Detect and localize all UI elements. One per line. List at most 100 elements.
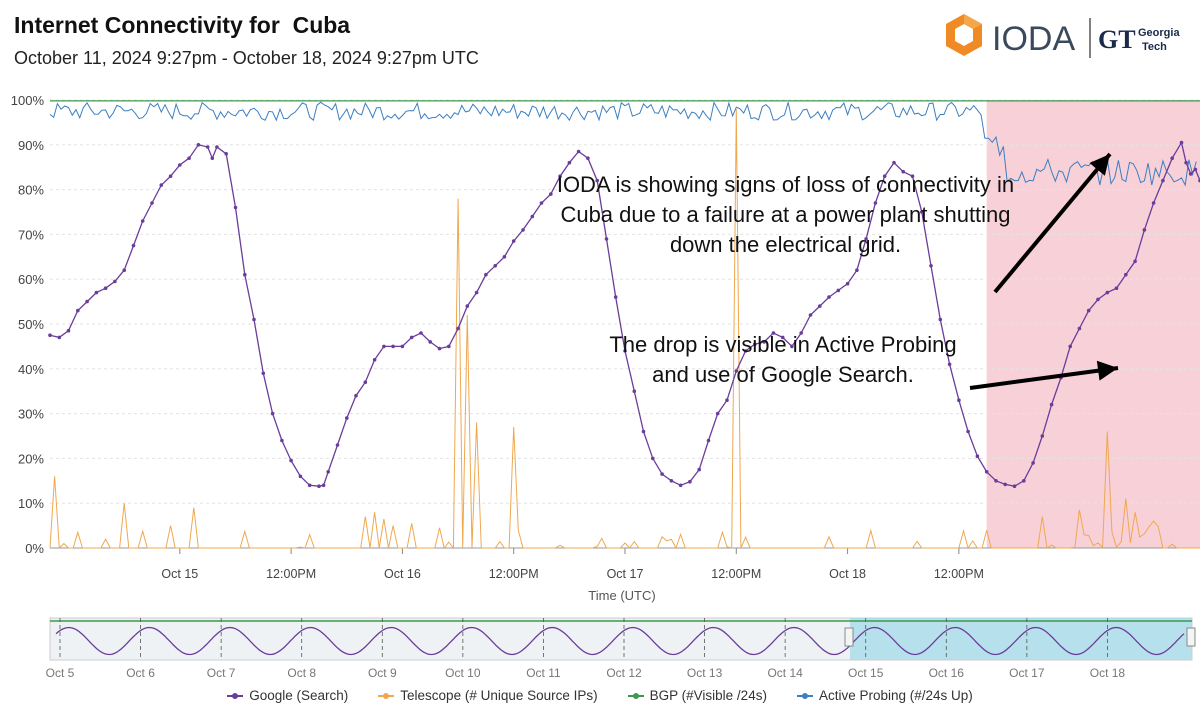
google-point xyxy=(586,156,590,160)
legend-label: Telescope (# Unique Source IPs) xyxy=(400,688,598,703)
google-point xyxy=(363,380,368,385)
x-tick-label: 12:00PM xyxy=(711,567,761,581)
series-active-probing xyxy=(49,101,1197,187)
google-point xyxy=(660,472,664,476)
navigator-x-label: Oct 7 xyxy=(207,666,236,680)
y-tick-label: 0% xyxy=(25,541,44,556)
google-point xyxy=(799,331,803,335)
google-point xyxy=(938,317,943,322)
google-point xyxy=(122,268,126,272)
y-tick-label: 30% xyxy=(18,407,44,422)
x-tick-label: Oct 17 xyxy=(607,567,644,581)
google-point xyxy=(549,192,553,196)
google-point xyxy=(205,145,210,149)
google-point xyxy=(604,237,609,241)
navigator-x-label: Oct 10 xyxy=(445,666,481,680)
google-point xyxy=(168,174,173,178)
google-point xyxy=(929,264,933,268)
legend-label: BGP (#Visible /24s) xyxy=(649,688,767,703)
google-point xyxy=(1193,167,1198,172)
google-point xyxy=(688,479,692,484)
google-point xyxy=(576,149,581,154)
google-point xyxy=(437,346,442,351)
x-tick-label: 12:00PM xyxy=(934,567,984,581)
navigator-selection xyxy=(850,618,1192,660)
navigator-x-label: Oct 8 xyxy=(287,666,316,680)
google-point xyxy=(984,470,989,474)
legend-telescope[interactable]: Telescope (# Unique Source IPs) xyxy=(378,688,598,703)
google-point xyxy=(827,295,831,299)
navigator-x-label: Oct 16 xyxy=(929,666,965,680)
legend-google[interactable]: Google (Search) xyxy=(227,688,348,703)
arrow-main xyxy=(993,152,1112,294)
ioda-logo-text: IODA xyxy=(992,20,1075,58)
google-point xyxy=(1077,326,1082,331)
google-point xyxy=(539,201,544,205)
google-point xyxy=(243,272,247,277)
google-point xyxy=(502,255,507,259)
google-point xyxy=(558,174,562,178)
google-point xyxy=(1188,172,1193,176)
google-point xyxy=(957,398,961,403)
legend-active-probing[interactable]: Active Probing (#/24s Up) xyxy=(796,688,973,703)
y-tick-label: 50% xyxy=(18,317,44,332)
google-point xyxy=(595,178,599,183)
google-point xyxy=(994,479,998,483)
google-point xyxy=(521,228,525,232)
google-point xyxy=(790,344,794,349)
google-point xyxy=(1068,344,1072,349)
google-point xyxy=(1151,201,1156,205)
google-point xyxy=(113,279,117,284)
google-point xyxy=(270,411,275,416)
x-tick-label: Oct 18 xyxy=(829,567,866,581)
google-point xyxy=(215,145,219,149)
legend-bgp[interactable]: BGP (#Visible /24s) xyxy=(627,688,767,703)
legend-label: Active Probing (#/24s Up) xyxy=(818,688,973,703)
google-point xyxy=(1022,479,1026,483)
y-tick-label: 20% xyxy=(18,451,44,466)
google-point xyxy=(140,219,145,223)
google-point xyxy=(715,411,720,416)
y-tick-label: 80% xyxy=(18,183,44,198)
ioda-logo[interactable]: IODA GT Georgia Tech xyxy=(942,10,1192,66)
x-tick-label: 12:00PM xyxy=(266,567,316,581)
google-point xyxy=(845,281,850,286)
y-tick-label: 90% xyxy=(18,138,44,153)
svg-text:Georgia: Georgia xyxy=(1138,27,1180,39)
navigator-x-label: Oct 13 xyxy=(687,666,723,680)
navigator-x-label: Oct 14 xyxy=(767,666,803,680)
google-point xyxy=(511,239,516,243)
google-point xyxy=(753,342,757,347)
google-point xyxy=(1161,178,1165,183)
google-point xyxy=(372,358,377,362)
google-point xyxy=(391,344,395,349)
google-point xyxy=(947,362,952,367)
svg-text:Tech: Tech xyxy=(1142,41,1167,53)
google-point xyxy=(298,474,303,479)
google-point xyxy=(307,483,312,488)
google-point xyxy=(613,295,618,299)
google-point xyxy=(1184,160,1188,165)
y-tick-label: 100% xyxy=(11,93,45,108)
google-point xyxy=(493,264,498,268)
google-point xyxy=(326,470,331,474)
navigator-google xyxy=(55,626,1185,656)
google-point xyxy=(1096,297,1100,302)
x-tick-label: Oct 16 xyxy=(384,567,421,581)
google-point xyxy=(321,483,326,488)
arrow-main-head xyxy=(1089,154,1110,176)
google-point xyxy=(57,335,62,340)
google-point xyxy=(762,340,766,344)
google-point xyxy=(771,331,776,335)
chart-title: Internet Connectivity for Cuba xyxy=(14,12,351,38)
google-point xyxy=(456,326,460,331)
google-point xyxy=(651,456,655,461)
x-axis-label: Time (UTC) xyxy=(588,588,655,603)
y-tick-label: 60% xyxy=(18,272,44,287)
google-point xyxy=(85,299,89,304)
google-point xyxy=(678,483,683,488)
main-chart[interactable]: 0% 10% 20% 30% 40% 50% 60% 70% 80% 90% 100% Oct 15 1… xyxy=(0,80,1200,688)
google-point xyxy=(1114,286,1119,290)
arrow-drop-head xyxy=(1096,360,1118,381)
google-point xyxy=(818,304,822,308)
